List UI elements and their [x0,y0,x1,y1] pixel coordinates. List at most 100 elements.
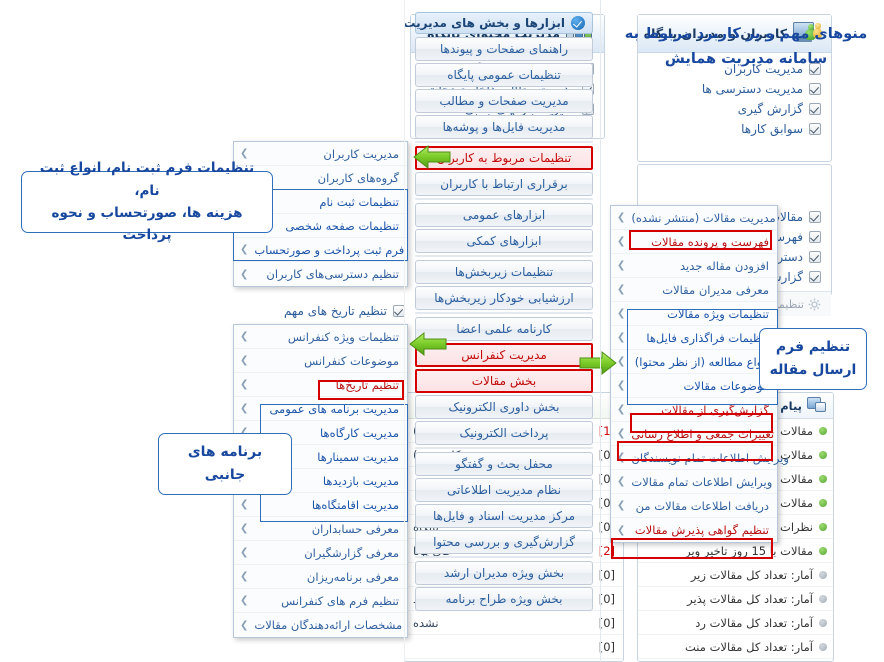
menu-item-label: مدیریت بازدیدها [322,473,399,488]
tool-button[interactable]: مدیریت صفحات و مطالب [415,89,593,113]
menu-item[interactable]: ❮ مدیریت مقالات (منتشر نشده) [611,206,777,230]
tool-button[interactable]: نظام مدیریت اطلاعاتی [415,478,593,502]
checkbox-icon[interactable] [809,251,821,263]
menu-item-workshops[interactable]: ❮مدیریت کارگاه‌ها [234,421,407,445]
panel-users-item[interactable]: مدیریت دسترسی ها [646,79,823,99]
chevron-left-icon: ❮ [617,236,626,247]
checkbox-icon[interactable] [809,103,821,115]
chevron-left-icon: ❮ [240,355,249,366]
tool-button-label: بخش ویژه طراح برنامه [445,592,563,606]
tool-button-label: ابزارهای عمومی [462,208,546,222]
users-icon [793,21,823,47]
tool-button[interactable]: کارنامه علمی اعضا [415,317,593,341]
menu-item[interactable]: ❮ مشخصات ارائه‌دهندگان مقالات [234,613,407,637]
panel-users-item[interactable]: مدیریت کاربران [646,59,823,79]
tool-button[interactable]: بخش ویژه طراح برنامه [415,587,593,611]
status-dot-icon [819,594,827,603]
menu-item-label: مدیریت برنامه های عمومی [269,401,399,416]
message-row[interactable]: آمار: تعداد کل مقالات رد [638,611,833,635]
menu-item[interactable]: ❮ معرفی گزارشگیران [234,541,407,565]
callout-paper-form-line-1: تنظیم فرم [775,338,851,355]
menu-item[interactable]: ❮ ویرایش اطلاعات تمام نویسندگان [611,446,789,470]
check-circle-icon [571,16,585,30]
count-row[interactable]: [0] [405,563,623,587]
checkbox-icon[interactable] [809,271,821,283]
count-row[interactable]: [0] نشده [405,611,623,635]
checkbox-icon[interactable] [809,63,821,75]
menu-item[interactable]: ❮ مدیریت کاربران [234,142,407,166]
menu-item-paper-settings[interactable]: ❮ تنظیمات ویژه مقالات [611,302,777,326]
menu-item-label: مدیریت کاربران [323,146,399,161]
status-dot-icon [819,498,827,507]
panel-users-item[interactable]: سوابق کارها [646,119,823,139]
menu-item-paper-topics[interactable]: ❮ موضوعات مقالات [611,374,777,398]
tool-button[interactable]: ارزشیابی خودکار زیربخش‌ها [415,286,593,310]
chevron-left-icon: ❮ [240,331,249,342]
menu-item-accommodations[interactable]: ❮ مدیریت اقامتگاه‌ها [234,493,407,517]
menu-item-bulk-changes[interactable]: ❮ تغییرات جمعی و اطلاع رسانی [611,422,777,446]
menu-item[interactable]: ❮ معرفی مدیران مقالات [611,278,777,302]
chevron-left-icon: ❮ [617,524,626,536]
message-label: مقالات با 15 روز تاخیر ویر [685,543,813,558]
arrow-to-papers-section [578,349,618,377]
divider-vertical [600,0,601,662]
important-dates-row[interactable]: تنظیم تاریخ های مهم [237,301,407,321]
menu-item-date-settings[interactable]: ❮ تنظیم تاریخ‌ها [234,373,407,397]
menu-item[interactable]: ❮ افزودن مقاله جدید [611,254,777,278]
menu-item[interactable]: ❮ ویرایش اطلاعات تمام مقالات [611,470,777,494]
tool-button[interactable]: بخش ویژه مدیران ارشد [415,561,593,585]
menu-item[interactable]: ❮ دریافت اطلاعات مقالات من [611,494,777,518]
menu-item-label: گروه‌های کاربران [317,170,399,185]
menu-item-label: تنظیم تاریخ‌ها [335,377,399,392]
tool-button[interactable]: مدیریت فایل‌ها و پوشه‌ها [415,115,593,139]
important-dates-label: تنظیم تاریخ های مهم [283,304,387,318]
message-row[interactable]: آمار: تعداد کل مقالات زیر [638,563,833,587]
status-dot-icon [819,426,827,435]
tool-button[interactable]: بخش داوری الکترونیک [415,395,593,419]
menu-item[interactable]: ❮ موضوعات کنفرانس [234,349,407,373]
chevron-left-icon: ❮ [240,619,249,631]
count-row[interactable]: [0] [405,635,623,659]
menu-item-general-programs[interactable]: ❮ مدیریت برنامه های عمومی [234,397,407,421]
menu-item-label: مدیریت مقالات (منتشر نشده) [631,210,776,225]
menu-item-study-types[interactable]: ❮ انواع مطالعه (از نظر محتوا) [611,350,777,374]
tool-button[interactable]: محفل بحث و گفتگو [415,452,593,476]
callout-side-programs: برنامه های جانبی [158,433,292,495]
menu-item-paper-list[interactable]: ❮ فهرست و پرونده مقالات [611,230,777,254]
menu-item-acceptance-certificate[interactable]: ❮ تنظیم گواهی پذیرش مقالات [611,518,777,542]
menu-item[interactable]: ❮ معرفی حسابداران [234,517,407,541]
panel-users-item[interactable]: گزارش گیری [646,99,823,119]
tool-button-papers-section[interactable]: بخش مقالات [415,369,593,393]
menu-item[interactable]: ❮ تنظیم دسترسی‌های کاربران [234,262,407,286]
chevron-left-icon: ❮ [617,284,626,295]
menu-item-payment-invoice-form[interactable]: ❮ فرم ثبت پرداخت و صورتحساب [234,238,407,262]
tool-button[interactable]: گزارش‌گیری و بررسی محتوا [415,530,593,554]
menu-item-label: تغییرات جمعی و اطلاع رسانی [631,426,775,441]
tool-button[interactable]: برقراری ارتباط با کاربران [415,172,593,196]
tool-button[interactable]: مرکز مدیریت اسناد و فایل‌ها [415,504,593,528]
tool-button[interactable]: ابزارهای عمومی [415,203,593,227]
checkbox-icon[interactable] [809,231,821,243]
panel-users-item-label: سوابق کارها [741,122,803,136]
menu-item-upload-settings[interactable]: ❮ تنظیمات فراگذاری فایل‌ها [611,326,777,350]
message-row[interactable]: آمار: تعداد کل مقالات پذیر [638,587,833,611]
message-row[interactable]: آمار: تعداد کل مقالات منت [638,635,833,659]
checkbox-icon[interactable] [809,211,821,223]
menu-item[interactable]: ❮ معرفی برنامه‌ریزان [234,565,407,589]
tool-button[interactable]: راهنمای صفحات و پیوندها [415,37,593,61]
tool-button[interactable]: ابزارهای کمکی [415,229,593,253]
checkbox-icon[interactable] [809,123,821,135]
menu-item-paper-reports[interactable]: ❮ گزارش‌گیری از مقالات [611,398,777,422]
chevron-left-icon: ❮ [617,428,626,439]
count-value: [0] [598,591,615,606]
menu-item[interactable]: ❮ تنظیمات ویژه کنفرانس [234,325,407,349]
tool-button[interactable]: پرداخت الکترونیک [415,421,593,445]
menu-item-label: فرم ثبت پرداخت و صورتحساب [254,242,405,257]
menu-item[interactable]: ❮ تنظیم فرم های کنفرانس [234,589,407,613]
tool-button-label: ابزارهای کمکی [466,234,542,248]
checkbox-icon[interactable] [809,83,821,95]
message-row[interactable]: مقالات با 15 روز تاخیر ویر [638,539,833,563]
tool-button[interactable]: تنظیمات عمومی پایگاه [415,63,593,87]
tool-button[interactable]: تنظیمات زیربخش‌ها [415,260,593,284]
